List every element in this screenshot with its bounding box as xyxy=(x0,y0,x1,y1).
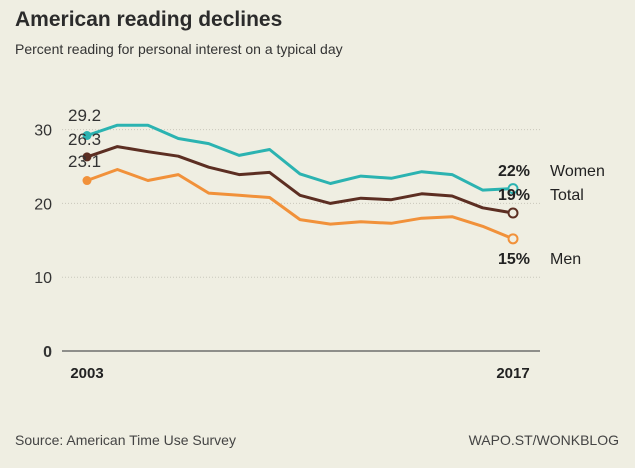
y-tick-label-10: 10 xyxy=(34,270,52,287)
start-label-men: 23.1 xyxy=(68,152,101,171)
start-label-women: 29.2 xyxy=(68,106,101,125)
series-line-men xyxy=(86,168,514,241)
end-label-men: 15% xyxy=(498,251,530,268)
end-point-women xyxy=(507,183,519,195)
legend-label-men: Men xyxy=(550,251,581,268)
series-line-total xyxy=(86,145,514,215)
chart-title: American reading declines xyxy=(15,8,283,31)
chart-subtitle: Percent reading for personal interest on… xyxy=(15,41,343,57)
end-label-women: 22% xyxy=(498,163,530,180)
start-label-total: 26.3 xyxy=(68,130,101,149)
end-point-total xyxy=(507,207,519,219)
y-tick-label-20: 20 xyxy=(34,196,52,213)
legend-label-total: Total xyxy=(550,187,584,204)
series-line-women xyxy=(86,123,514,192)
x-tick-label-2003: 2003 xyxy=(70,365,103,382)
credit-link[interactable]: WAPO.ST/WONKBLOG xyxy=(468,432,619,448)
start-point-men xyxy=(82,176,92,186)
x-tick-label-2017: 2017 xyxy=(496,365,529,382)
y-tick-label-30: 30 xyxy=(34,123,52,140)
source-note: Source: American Time Use Survey xyxy=(15,432,236,448)
end-point-men xyxy=(507,233,519,245)
y-tick-label-0: 0 xyxy=(43,344,52,361)
start-point-total xyxy=(82,152,92,162)
end-label-total: 19% xyxy=(498,187,530,204)
legend-label-women: Women xyxy=(550,163,605,180)
start-point-women xyxy=(82,131,92,141)
